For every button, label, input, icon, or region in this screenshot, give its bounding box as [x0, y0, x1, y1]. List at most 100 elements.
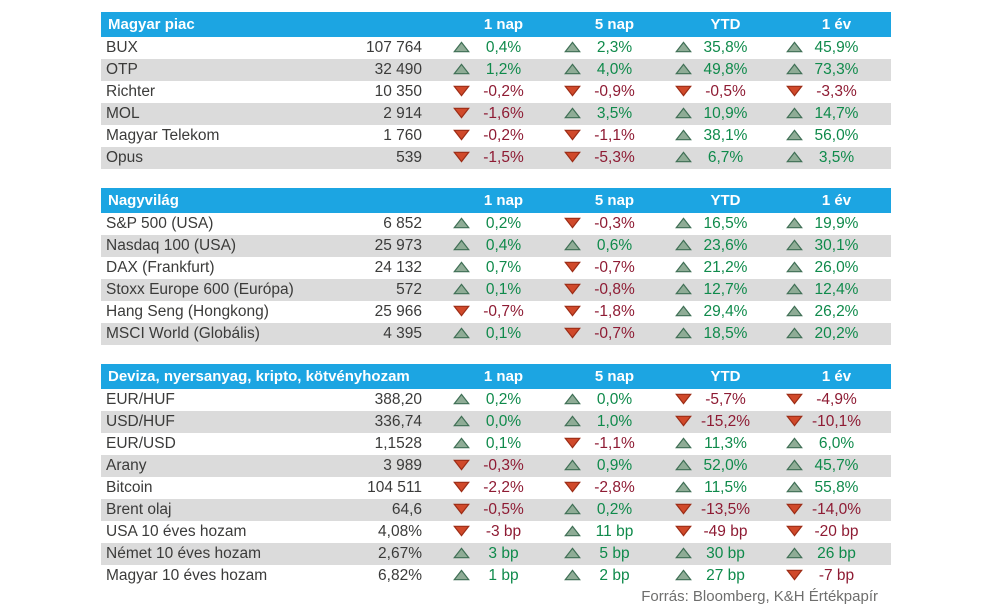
change-value: -0,5% [483, 501, 524, 518]
up-triangle-icon [786, 151, 803, 163]
instrument-name: Richter [106, 83, 156, 100]
up-triangle-icon [453, 283, 470, 295]
instrument-value: 6 852 [383, 215, 422, 232]
table-row: MSCI World (Globális) 4 395 0,1% -0,7% 18,5%… [101, 323, 891, 345]
row-filler [870, 125, 891, 147]
row-filler [870, 37, 891, 59]
change-value: 30,1% [814, 237, 859, 254]
table-row: Richter 10 350 -0,2% -0,9% -0,5% -3,3% [101, 81, 891, 103]
down-triangle-icon [675, 503, 692, 515]
row-filler [870, 477, 891, 499]
change-direction-cell [537, 521, 581, 543]
down-triangle-icon [564, 261, 581, 273]
down-triangle-icon [786, 503, 803, 515]
up-triangle-icon [675, 327, 692, 339]
table-header-row: Nagyvilág 1 nap 5 nap YTD 1 év [101, 188, 891, 213]
header-spacer [537, 12, 581, 37]
change-direction-cell [426, 543, 470, 565]
up-triangle-icon [675, 217, 692, 229]
table-title: Deviza, nyersanyag, kripto, kötvényhozam [101, 364, 426, 389]
up-triangle-icon [675, 459, 692, 471]
change-value: 26,0% [814, 259, 859, 276]
down-triangle-icon [564, 327, 581, 339]
instrument-name: BUX [106, 39, 138, 56]
header-spacer [537, 364, 581, 389]
down-triangle-icon [453, 305, 470, 317]
change-value: -0,5% [705, 83, 746, 100]
instrument-name: USA 10 éves hozam [106, 523, 247, 540]
table-row: Opus 539 -1,5% -5,3% 6,7% 3,5% [101, 147, 891, 169]
up-triangle-icon [564, 547, 581, 559]
change-direction-cell [648, 213, 692, 235]
market-table-1: Magyar piac 1 nap 5 nap YTD 1 év BUX 107 764 0,… [101, 12, 891, 169]
change-value: 0,2% [485, 215, 522, 232]
down-triangle-icon [786, 415, 803, 427]
up-triangle-icon [786, 63, 803, 75]
change-direction-cell [537, 213, 581, 235]
instrument-name: EUR/HUF [106, 391, 175, 408]
down-triangle-icon [453, 525, 470, 537]
instrument-value: 1 760 [383, 127, 422, 144]
up-triangle-icon [675, 41, 692, 53]
change-direction-cell [759, 59, 803, 81]
header-spacer [759, 364, 803, 389]
change-value: 0,4% [485, 237, 522, 254]
change-value: 0,0% [596, 391, 633, 408]
row-filler [870, 279, 891, 301]
row-filler [870, 103, 891, 125]
change-direction-cell [759, 323, 803, 345]
change-direction-cell [759, 37, 803, 59]
up-triangle-icon [453, 393, 470, 405]
change-direction-cell [759, 257, 803, 279]
up-triangle-icon [453, 547, 470, 559]
up-triangle-icon [786, 547, 803, 559]
change-direction-cell [537, 433, 581, 455]
up-triangle-icon [675, 437, 692, 449]
market-table-3: Deviza, nyersanyag, kripto, kötvényhozam… [101, 364, 891, 587]
table-row: S&P 500 (USA) 6 852 0,2% -0,3% 16,5% 19,9% [101, 213, 891, 235]
row-filler [870, 499, 891, 521]
down-triangle-icon [675, 415, 692, 427]
change-direction-cell [426, 323, 470, 345]
table-row: Hang Seng (Hongkong) 25 966 -0,7% -1,8% 29,4… [101, 301, 891, 323]
header-spacer [759, 188, 803, 213]
up-triangle-icon [786, 327, 803, 339]
change-value: 0,4% [485, 39, 522, 56]
row-filler [870, 433, 891, 455]
up-triangle-icon [675, 107, 692, 119]
up-triangle-icon [786, 129, 803, 141]
change-direction-cell [759, 235, 803, 257]
change-direction-cell [537, 565, 581, 587]
column-header: 5 nap [581, 364, 648, 389]
change-value: 55,8% [814, 479, 859, 496]
change-value: 26 bp [817, 545, 856, 562]
change-value: 1,0% [596, 413, 633, 430]
change-direction-cell [759, 565, 803, 587]
change-value: 0,1% [485, 325, 522, 342]
change-value: 3,5% [596, 105, 633, 122]
table-row: Nasdaq 100 (USA) 25 973 0,4% 0,6% 23,6% 30,1% [101, 235, 891, 257]
instrument-value: 336,74 [374, 413, 422, 430]
up-triangle-icon [786, 437, 803, 449]
change-value: 0,6% [596, 237, 633, 254]
header-spacer [648, 188, 692, 213]
change-direction-cell [426, 455, 470, 477]
up-triangle-icon [786, 217, 803, 229]
header-spacer [426, 188, 470, 213]
up-triangle-icon [675, 151, 692, 163]
change-direction-cell [537, 301, 581, 323]
instrument-value: 2,67% [378, 545, 422, 562]
instrument-name: S&P 500 (USA) [106, 215, 214, 232]
table-row: EUR/USD 1,1528 0,1% -1,1% 11,3% 6,0% [101, 433, 891, 455]
change-direction-cell [537, 257, 581, 279]
change-direction-cell [759, 477, 803, 499]
up-triangle-icon [786, 481, 803, 493]
change-value: -7 bp [818, 567, 855, 584]
instrument-name: EUR/USD [106, 435, 176, 452]
header-spacer [426, 12, 470, 37]
up-triangle-icon [564, 239, 581, 251]
change-direction-cell [537, 477, 581, 499]
change-direction-cell [648, 565, 692, 587]
change-value: 21,2% [703, 259, 748, 276]
